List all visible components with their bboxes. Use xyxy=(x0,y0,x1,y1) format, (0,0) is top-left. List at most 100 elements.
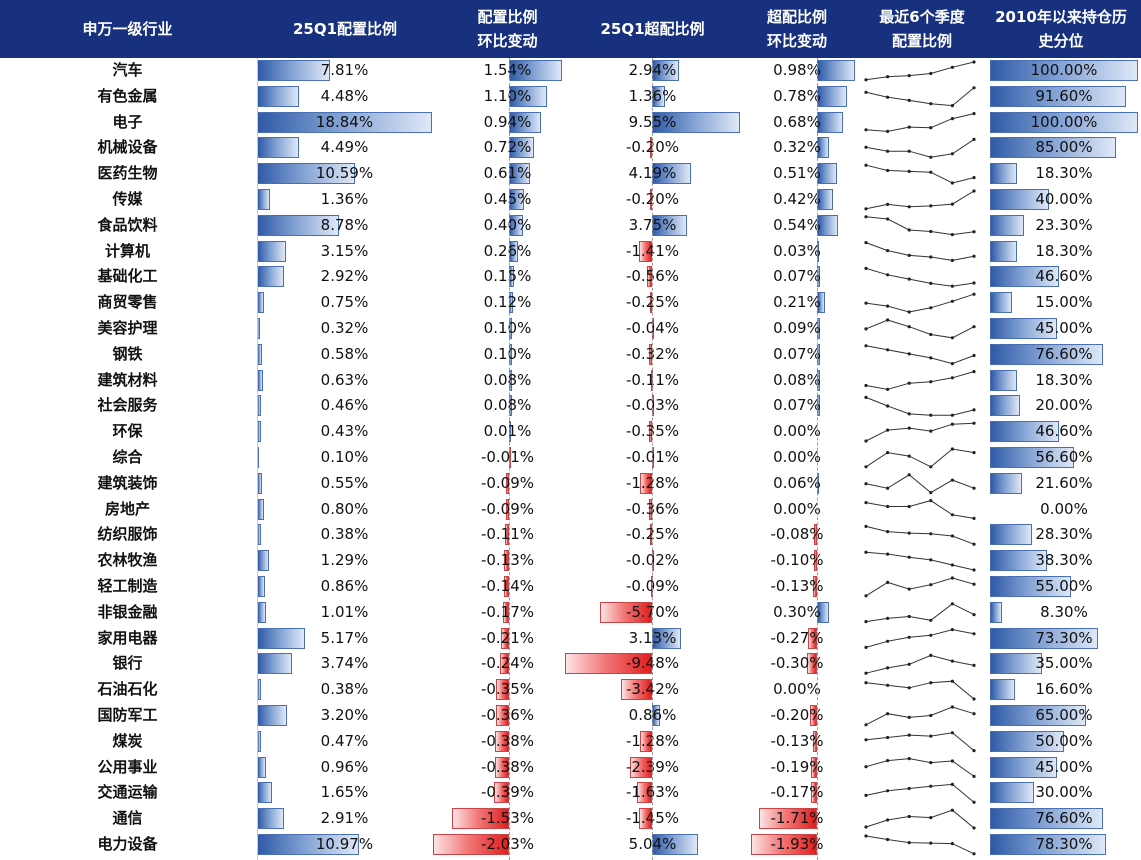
trend-point xyxy=(972,632,976,636)
trend-point xyxy=(950,65,955,69)
trend-point xyxy=(929,761,933,765)
trend-point xyxy=(886,404,890,408)
header-over-change: 超配比例 环比变动 xyxy=(737,0,857,58)
trend-sparkline xyxy=(865,113,975,132)
trend-point xyxy=(907,555,911,559)
alloc-change-value: -0.39% xyxy=(480,783,535,802)
over-bar xyxy=(648,421,652,443)
trend-sparkline xyxy=(865,500,975,519)
trend-point xyxy=(907,715,911,720)
alloc-change-value: -0.21% xyxy=(480,628,535,647)
trend-point xyxy=(907,125,911,129)
trend-point xyxy=(886,168,890,173)
percentile-bar xyxy=(990,163,1018,185)
over-bar xyxy=(650,137,653,159)
trend-sparkline xyxy=(865,216,975,236)
alloc-value: 0.46% xyxy=(320,396,369,415)
alloc-change-value: -0.36% xyxy=(480,706,535,724)
trend-sparkline xyxy=(865,448,975,468)
trend-point xyxy=(886,304,890,308)
percentile-value: 45.00% xyxy=(1035,757,1093,776)
alloc-change-value: 0.08% xyxy=(483,370,532,389)
trend-point xyxy=(886,75,890,79)
trend-point xyxy=(907,614,911,619)
trend-point xyxy=(907,169,911,173)
over-change-value: 0.07% xyxy=(773,344,821,363)
table-row: 房地产 0.80% -0.09% -0.36% 0.00% 0.00% xyxy=(0,497,1141,523)
trend-point xyxy=(907,98,911,102)
trend-point xyxy=(864,327,868,331)
trend-point xyxy=(972,325,976,329)
trend-sparkline xyxy=(865,371,975,390)
percentile-value: 50.00% xyxy=(1035,731,1093,750)
industry-name: 机械设备 xyxy=(97,138,158,157)
trend-point xyxy=(907,531,911,535)
table-row: 计算机 3.15% 0.26% -1.41% 0.03% 18.30% xyxy=(0,239,1141,265)
over-change-value: -0.08% xyxy=(770,525,824,544)
alloc-value: 0.75% xyxy=(320,293,369,312)
trend-point xyxy=(972,254,976,258)
table-row: 汽车 7.81% 1.54% 2.94% 0.98% 100.00% xyxy=(0,58,1141,84)
percentile-bar xyxy=(990,266,1059,288)
trend-point xyxy=(929,558,933,562)
over-change-value: 0.21% xyxy=(773,293,821,312)
trend-point xyxy=(907,74,911,78)
over-change-bar xyxy=(810,756,817,778)
trend-point xyxy=(972,86,976,90)
trend-point xyxy=(886,639,890,643)
trend-point xyxy=(950,513,955,517)
alloc-change-value: 0.10% xyxy=(483,319,532,337)
trend-point xyxy=(929,816,933,820)
trend-sparkline xyxy=(865,345,975,365)
trend-point xyxy=(886,348,890,352)
trend-point xyxy=(864,738,868,742)
over-change-value: 0.08% xyxy=(773,370,821,389)
percentile-value: 100.00% xyxy=(1030,112,1098,131)
trend-point xyxy=(950,258,955,262)
over-change-bar xyxy=(806,653,817,675)
alloc-value: 0.43% xyxy=(320,422,369,441)
trend-point xyxy=(886,759,890,763)
trend-point xyxy=(972,712,976,716)
alloc-value: 3.74% xyxy=(320,654,369,673)
trend-point xyxy=(886,202,890,206)
trend-point xyxy=(972,281,976,285)
percentile-bar xyxy=(990,627,1099,649)
over-change-value: 0.68% xyxy=(773,112,821,131)
trend-point xyxy=(907,149,911,153)
table-row: 钢铁 0.58% 0.10% -0.32% 0.07% 76.60% xyxy=(0,342,1141,368)
trend-point xyxy=(886,217,890,221)
trend-point xyxy=(886,818,890,822)
table-row: 国防军工 3.20% -0.36% 0.86% -0.20% 65.00% xyxy=(0,703,1141,729)
alloc-value: 2.91% xyxy=(320,809,369,828)
alloc-value: 1.29% xyxy=(320,551,369,570)
industry-name: 轻工制造 xyxy=(97,577,158,595)
industry-name: 社会服务 xyxy=(97,396,158,415)
trend-point xyxy=(864,465,868,469)
header-percentile-line1: 2010年以来持仓历 xyxy=(995,8,1127,26)
percentile-bar xyxy=(990,782,1035,804)
header-trend-line2: 配置比例 xyxy=(891,32,952,50)
alloc-change-bar xyxy=(433,834,509,855)
table-row: 非银金融 1.01% -0.17% -5.70% 0.30% 8.30% xyxy=(0,600,1141,626)
trend-point xyxy=(864,620,868,624)
over-change-value: 0.98% xyxy=(773,61,821,79)
alloc-value: 0.38% xyxy=(320,680,369,699)
over-change-value: 0.06% xyxy=(773,473,821,492)
header-percentile-line2: 史分位 xyxy=(1038,32,1084,50)
alloc-change-value: 0.61% xyxy=(483,164,532,183)
trend-point xyxy=(972,137,976,141)
alloc-change-value: 0.15% xyxy=(483,267,532,286)
industry-name: 建筑装饰 xyxy=(97,473,158,492)
percentile-bar xyxy=(990,137,1116,159)
trend-point xyxy=(907,786,911,791)
alloc-value: 1.01% xyxy=(320,602,369,621)
percentile-value: 76.60% xyxy=(1035,809,1093,828)
percentile-value: 40.00% xyxy=(1035,190,1093,208)
header-over: 25Q1超配比例 xyxy=(580,0,725,58)
trend-point xyxy=(864,723,868,727)
trend-point xyxy=(972,663,976,668)
trend-point xyxy=(907,504,911,509)
table-row: 农林牧渔 1.29% -0.13% -0.02% -0.10% 38.30% xyxy=(0,548,1141,574)
